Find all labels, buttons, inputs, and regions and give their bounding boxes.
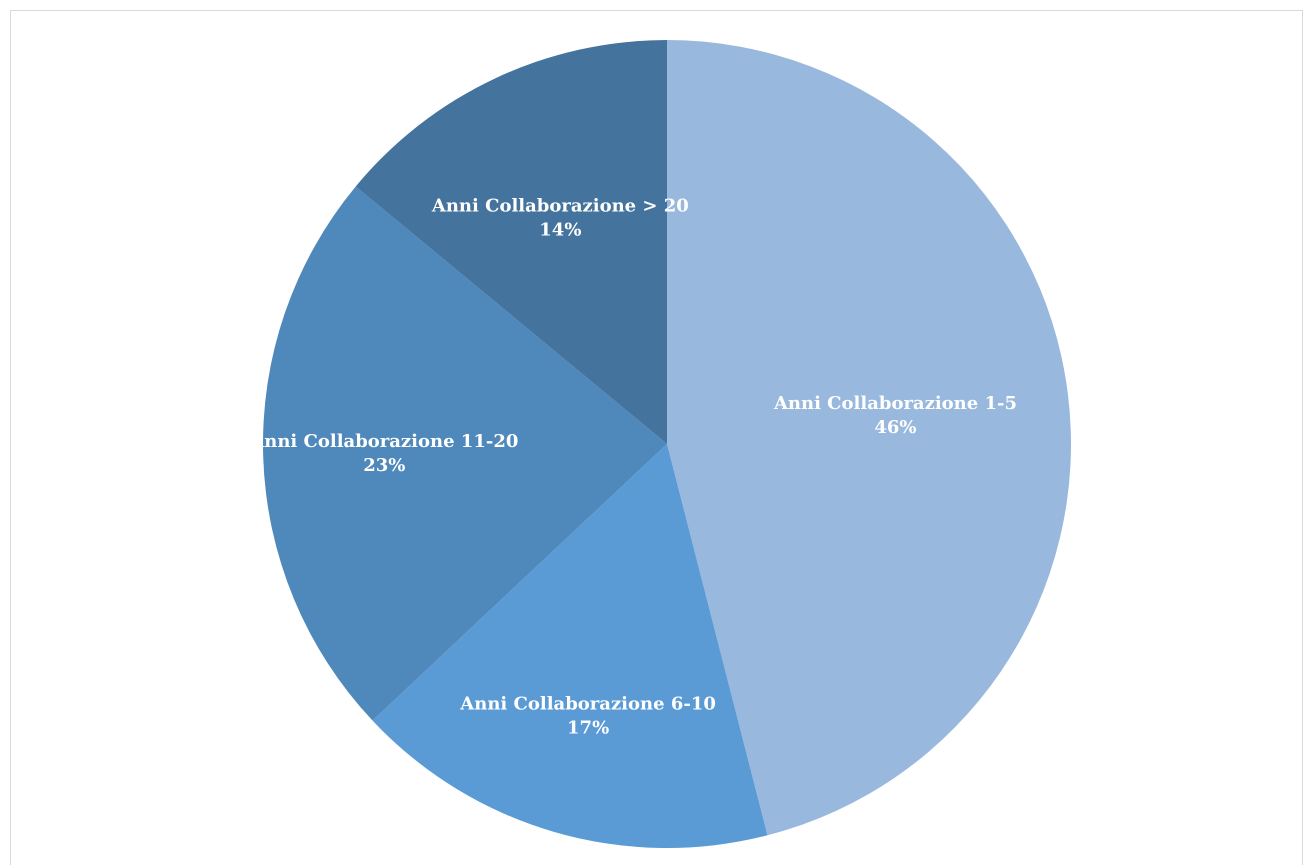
data-label-anni-collaborazione-6-10: Anni Collaborazione 6-10 17% bbox=[459, 694, 716, 739]
pie-slice-anni-collaborazione-11-20 bbox=[263, 186, 667, 721]
data-label-percent: 14% bbox=[539, 219, 581, 240]
pie-slices bbox=[263, 40, 1072, 848]
pie-slice-anni-collaborazione-6-10 bbox=[372, 444, 768, 848]
pie-labels: Anni Collaborazione 1-5 46%Anni Collabora… bbox=[249, 195, 1017, 738]
data-label-anni-collaborazione-1-5: Anni Collaborazione 1-5 46% bbox=[773, 393, 1017, 438]
pie-slice-anni-collaborazione-20 bbox=[355, 40, 667, 444]
data-label-anni-collaborazione-11-20: Anni Collaborazione 11-20 23% bbox=[249, 431, 518, 476]
data-label-category: Anni Collaborazione 6-10 bbox=[459, 694, 716, 715]
data-label-category: Anni Collaborazione > 20 bbox=[431, 195, 689, 216]
data-label-category: Anni Collaborazione 11-20 bbox=[249, 431, 518, 452]
data-label-percent: 23% bbox=[363, 455, 405, 476]
data-label-percent: 46% bbox=[874, 417, 916, 438]
pie-slice-anni-collaborazione-1-5 bbox=[667, 40, 1072, 836]
data-label-anni-collaborazione-20: Anni Collaborazione > 20 14% bbox=[431, 195, 689, 240]
data-label-category: Anni Collaborazione 1-5 bbox=[773, 393, 1017, 414]
data-label-percent: 17% bbox=[567, 718, 609, 739]
pie-chart: Anni Collaborazione 1-5 46%Anni Collabora… bbox=[249, 40, 1072, 848]
chart-area: Anni Collaborazione 1-5 46% Anni Collabora… bbox=[10, 10, 1303, 865]
